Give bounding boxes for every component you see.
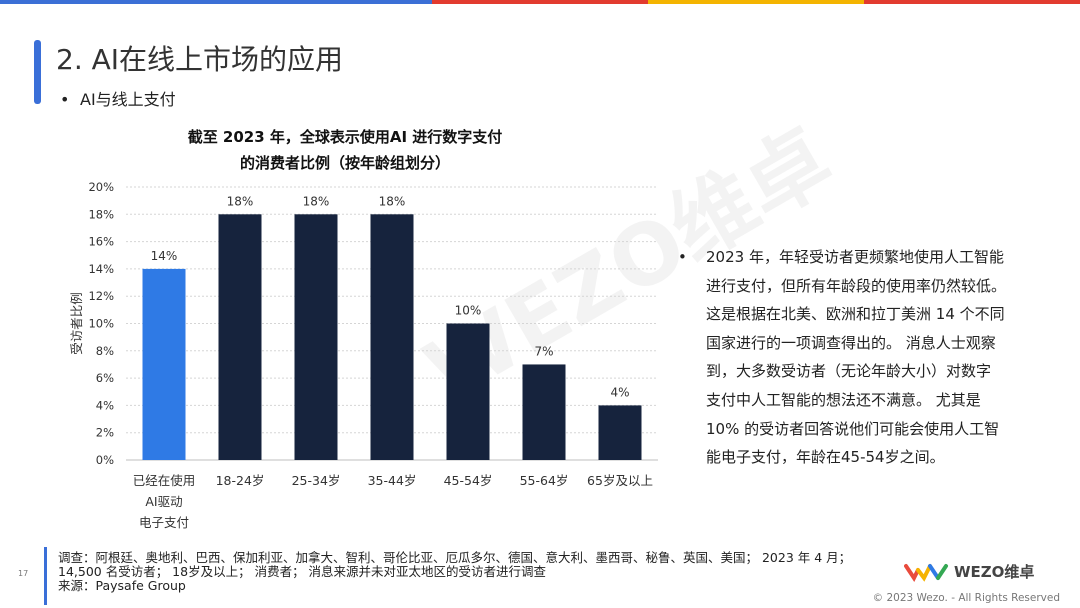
x-tick-label: 25-34岁 <box>292 473 341 488</box>
data-label: 18% <box>303 194 330 208</box>
top-bar-segment <box>648 0 864 4</box>
side-note-line: 国家进行的一项调查得出的。 消息人士观察 <box>706 333 996 352</box>
footer-accent-bar <box>44 547 47 605</box>
side-note-bullet: • <box>678 248 687 266</box>
bar <box>142 268 186 460</box>
side-note-line: 10% 的受访者回答说他们可能会使用人工智 <box>706 419 1000 438</box>
title-accent-bar <box>34 40 41 104</box>
data-label: 10% <box>455 304 482 318</box>
top-bar-segment <box>0 0 216 4</box>
x-tick-label: 35-44岁 <box>368 473 417 488</box>
wezo-logo: WEZO维卓 <box>904 560 1034 582</box>
copyright: © 2023 Wezo. - All Rights Reserved <box>872 592 1060 604</box>
footer-line: 来源：Paysafe Group <box>58 578 186 593</box>
side-note: • 2023 年，年轻受访者更频繁地使用人工智能 进行支付，但所有年龄段的使用率… <box>678 243 1034 472</box>
side-note-line: 支付中人工智能的想法还不满意。 尤其是 <box>706 390 981 409</box>
bar <box>370 214 414 460</box>
y-tick-label: 20% <box>88 180 114 194</box>
y-tick-label: 8% <box>96 344 114 358</box>
section-bullet: • AI与线上支付 <box>60 86 176 110</box>
side-note-line: 能电子支付，年龄在45-54岁之间。 <box>706 448 945 467</box>
x-tick-label: 已经在使用 AI驱动电子支付 <box>133 473 196 530</box>
bar <box>218 214 262 460</box>
data-label: 4% <box>610 385 629 399</box>
y-tick-label: 0% <box>96 453 114 467</box>
source-footer: 调查：阿根廷、奥地利、巴西、保加利亚、加拿大、智利、哥伦比亚、厄瓜多尔、德国、意… <box>58 551 908 593</box>
side-note-line: 进行支付，但所有年龄段的使用率仍然较低。 <box>706 276 1007 295</box>
section-bullet-text: AI与线上支付 <box>80 90 176 109</box>
side-note-line: 到，大多数受访者（无论年龄大小）对数字 <box>706 362 992 381</box>
y-axis-label: 受访者比例 <box>69 292 84 355</box>
y-tick-label: 14% <box>88 262 114 276</box>
top-bar-segment <box>216 0 432 4</box>
y-tick-label: 18% <box>88 207 114 221</box>
wezo-logo-icon <box>904 564 948 582</box>
side-note-line: 2023 年，年轻受访者更频繁地使用人工智能 <box>706 248 1004 266</box>
bar-chart: 0% 2% 4% 6% 8% 10% 12% 14% 16% 18% 20% 受访者比例 14% 已经在使… <box>69 180 658 530</box>
y-tick-label: 6% <box>96 371 114 385</box>
x-tick-label: 18-24岁 <box>216 473 265 488</box>
x-tick-label: 55-64岁 <box>520 473 569 488</box>
y-tick-label: 4% <box>96 398 114 412</box>
y-tick-label: 16% <box>88 235 114 249</box>
x-tick-label: 65岁及以上 <box>587 473 653 488</box>
slide-title: 2. AI在线上市场的应用 <box>56 43 344 76</box>
bar <box>522 364 566 460</box>
x-tick-label: 45-54岁 <box>444 473 493 488</box>
top-bar-segment <box>864 0 1080 4</box>
top-color-bar <box>0 0 1080 4</box>
page-number: 17 <box>18 569 29 578</box>
top-bar-segment <box>432 0 648 4</box>
data-label: 7% <box>534 344 553 358</box>
data-label: 14% <box>151 249 178 263</box>
chart-title: 截至 2023 年，全球表示使用AI 进行数字支付 的消费者比例（按年龄组划分） <box>140 124 550 176</box>
data-label: 18% <box>379 194 406 208</box>
bar <box>598 405 642 460</box>
footer-line: 调查：阿根廷、奥地利、巴西、保加利亚、加拿大、智利、哥伦比亚、厄瓜多尔、德国、意… <box>58 550 852 565</box>
side-note-line: 这是根据在北美、欧洲和拉丁美洲 14 个不同 <box>706 305 1005 324</box>
bar <box>446 323 490 460</box>
footer-line: 14,500 名受访者； 18岁及以上； 消费者； 消息来源并未对亚太地区的受访… <box>58 564 547 579</box>
chart-title-line: 截至 2023 年，全球表示使用AI 进行数字支付 <box>187 128 503 146</box>
bullet-dot: • <box>60 90 70 109</box>
y-tick-label: 2% <box>96 426 114 440</box>
y-tick-label: 12% <box>88 289 114 303</box>
y-tick-label: 10% <box>88 317 114 331</box>
bar <box>294 214 338 460</box>
chart-title-line: 的消费者比例（按年龄组划分） <box>239 154 450 172</box>
logo-text: WEZO维卓 <box>954 562 1035 581</box>
data-label: 18% <box>227 194 254 208</box>
